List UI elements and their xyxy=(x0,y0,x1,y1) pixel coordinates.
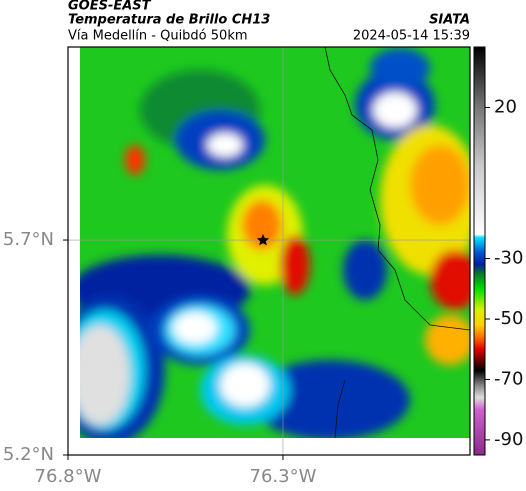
colorbar-tick-label: -50 xyxy=(494,308,523,329)
station-marker xyxy=(256,234,270,246)
x-tick-label: 76.8°W xyxy=(35,466,102,487)
org: SIATA xyxy=(429,13,470,28)
title: Temperatura de Brillo CH13 xyxy=(68,13,270,28)
map-frame xyxy=(67,46,471,456)
temperature-field xyxy=(80,47,470,438)
colorbar-tick-label: -30 xyxy=(494,248,523,269)
datetime: 2024-05-14 15:39 xyxy=(353,29,470,44)
y-tick-label: 5.7°N xyxy=(3,229,54,250)
colorbar xyxy=(473,46,486,456)
colorbar-tick-label: 20 xyxy=(494,96,517,117)
colorbar-tick-label: -70 xyxy=(494,368,523,389)
x-tick-label: 76.3°W xyxy=(250,466,317,487)
source: GOES-EAST xyxy=(68,0,152,14)
colorbar-tick-label: -90 xyxy=(494,429,523,450)
y-tick-label: 5.2°N xyxy=(3,444,54,465)
border xyxy=(324,46,471,439)
subtitle: Vía Medellín - Quibdó 50km xyxy=(68,29,248,44)
